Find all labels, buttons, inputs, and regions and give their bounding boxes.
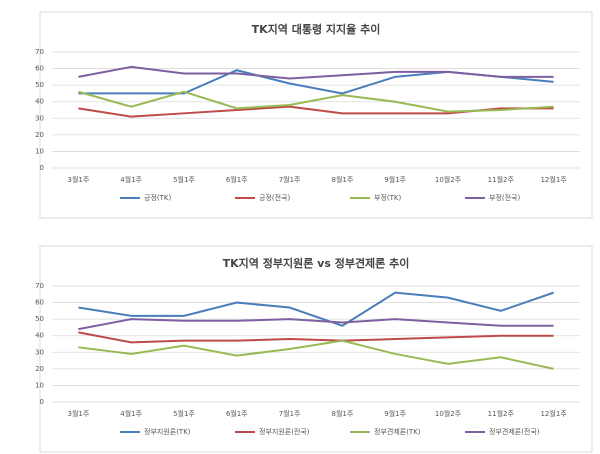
x-tick-label: 5월1주 [173,409,195,418]
x-tick-label: 3월1주 [68,409,90,418]
x-tick-label: 4월1주 [120,409,142,418]
x-tick-label: 11월2주 [488,175,515,184]
series-line [78,339,554,370]
legend-label: 정부지원론(전국) [259,427,310,436]
y-tick-label: 30 [35,114,44,122]
x-tick-label: 5월1주 [173,175,195,184]
x-tick-label: 10월2주 [435,175,462,184]
series-line [78,90,554,113]
x-tick-label: 7월1주 [279,409,301,418]
chart-title: TK지역 정부지원론 vs 정부견제론 추이 [223,256,410,270]
series-line [78,105,554,118]
x-tick-label: 10월2주 [435,409,462,418]
series-line [78,318,554,331]
x-tick-label: 4월1주 [120,175,142,184]
x-tick-label: 8월1주 [332,409,354,418]
x-tick-label: 6월1주 [226,409,248,418]
legend-label: 부정(전국) [489,193,520,202]
x-tick-label: 12월1주 [540,175,567,184]
x-tick-label: 9월1주 [384,409,406,418]
legend-label: 긍정(전국) [259,193,290,202]
x-tick-label: 3월1주 [68,175,90,184]
y-tick-label: 0 [40,164,44,172]
legend-label: 정부견제론(TK) [374,427,421,436]
legend-label: 긍정(TK) [144,193,171,202]
x-tick-label: 6월1주 [226,175,248,184]
x-tick-label: 8월1주 [332,175,354,184]
y-tick-label: 20 [35,365,44,373]
y-tick-label: 0 [40,398,44,406]
y-tick-label: 50 [35,81,44,89]
series-line [78,291,554,327]
y-tick-label: 30 [35,348,44,356]
y-tick-label: 70 [35,48,44,56]
x-tick-label: 12월1주 [540,409,567,418]
chart-frame [39,245,593,453]
legend-label: 정부지원론(TK) [144,427,191,436]
chart-frame [39,11,593,219]
y-tick-label: 70 [35,282,44,290]
y-tick-label: 10 [35,381,44,389]
y-tick-label: 20 [35,131,44,139]
x-tick-label: 9월1주 [384,175,406,184]
y-tick-label: 10 [35,147,44,155]
legend-label: 부정(TK) [374,193,401,202]
legend-label: 정부견제론(전국) [489,427,540,436]
chart-title: TK지역 대통령 지지율 추이 [252,22,381,36]
series-line [78,65,554,80]
x-tick-label: 11월2주 [488,409,515,418]
y-tick-label: 50 [35,315,44,323]
series-line [78,69,554,95]
x-tick-label: 7월1주 [279,175,301,184]
y-tick-label: 40 [35,332,44,340]
y-tick-label: 60 [35,299,44,307]
y-tick-label: 40 [35,98,44,106]
series-line [78,331,554,344]
y-tick-label: 60 [35,65,44,73]
